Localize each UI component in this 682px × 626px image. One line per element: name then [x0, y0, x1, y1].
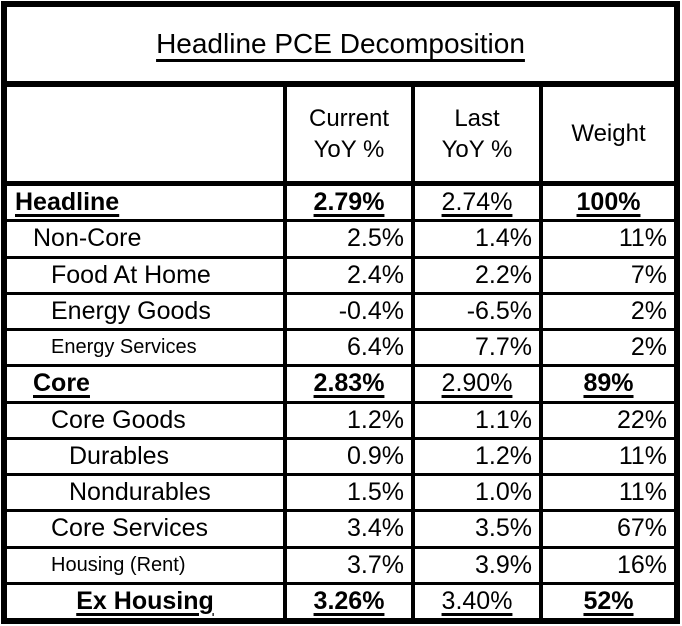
table-row: Core 2.83% 2.90% 89% [7, 364, 674, 401]
current-yoy-cell: 1.2% [283, 403, 411, 437]
last-yoy-cell: 1.4% [411, 222, 539, 256]
last-yoy-cell: 7.7% [411, 331, 539, 365]
row-label: Durables [69, 441, 170, 470]
weight-cell: 100% [539, 186, 674, 220]
current-yoy-cell: -0.4% [283, 294, 411, 328]
row-label: Energy Services [51, 336, 197, 359]
weight-cell: 16% [539, 548, 674, 582]
weight-cell: 2% [539, 294, 674, 328]
row-label: Housing (Rent) [51, 553, 186, 576]
last-yoy-cell: 3.40% [411, 584, 539, 618]
last-yoy-cell: 3.5% [411, 512, 539, 546]
header-cell-weight-line: Weight [571, 120, 646, 148]
current-yoy-cell: 3.26% [283, 584, 411, 618]
row-label: Core Services [51, 514, 208, 543]
table-row: Food At Home 2.4% 2.2% 7% [7, 255, 674, 292]
table-title-text: Headline PCE Decomposition [156, 28, 525, 59]
header-row: Current YoY % Last YoY % Weight [7, 87, 674, 186]
table-row: Nondurables 1.5% 1.0% 11% [7, 473, 674, 510]
current-yoy-cell: 2.83% [283, 367, 411, 401]
header-cell-current-yoy: Current YoY % [283, 87, 411, 181]
last-yoy-cell: 1.2% [411, 439, 539, 473]
header-cell-weight: Weight [539, 87, 674, 181]
header-cell-current-yoy-line: YoY % [313, 136, 385, 163]
row-label: Non-Core [33, 224, 142, 253]
current-yoy-cell: 2.5% [283, 222, 411, 256]
weight-cell: 89% [539, 367, 674, 401]
header-cell-last-yoy-line: Last [454, 104, 500, 132]
row-label: Energy Goods [51, 296, 211, 325]
header-cell-current-yoy-line: Current [308, 104, 390, 132]
table-row: Non-Core 2.5% 1.4% 11% [7, 219, 674, 256]
table-row: Energy Goods -0.4% -6.5% 2% [7, 291, 674, 328]
table-row: Headline 2.79% 2.74% 100% [7, 186, 674, 220]
last-yoy-cell: 1.0% [411, 476, 539, 510]
table-title: Headline PCE Decomposition [7, 7, 674, 87]
table-row: Housing (Rent) 3.7% 3.9% 16% [7, 545, 674, 582]
weight-cell: 11% [539, 476, 674, 510]
row-label: Core Goods [51, 405, 186, 434]
last-yoy-cell: 2.90% [411, 367, 539, 401]
weight-cell: 2% [539, 331, 674, 365]
current-yoy-cell: 2.4% [283, 258, 411, 292]
row-label: Headline [15, 188, 120, 217]
table-row: Ex Housing 3.26% 3.40% 52% [7, 581, 674, 618]
weight-cell: 7% [539, 258, 674, 292]
table-body: Headline 2.79% 2.74% 100% Non-Core 2.5% 1.4% 11… [7, 186, 674, 618]
table-row: Core Goods 1.2% 1.1% 22% [7, 400, 674, 437]
last-yoy-cell: 2.74% [411, 186, 539, 220]
row-label: Ex Housing [76, 586, 214, 615]
current-yoy-cell: 3.7% [283, 548, 411, 582]
last-yoy-cell: 2.2% [411, 258, 539, 292]
header-cell-last-yoy: Last YoY % [411, 87, 539, 181]
weight-cell: 11% [539, 222, 674, 256]
current-yoy-cell: 2.79% [283, 186, 411, 220]
table-row: Core Services 3.4% 3.5% 67% [7, 509, 674, 546]
table-row: Energy Services 6.4% 7.7% 2% [7, 328, 674, 365]
header-cell-last-yoy-line: YoY % [441, 136, 513, 163]
weight-cell: 52% [539, 584, 674, 618]
weight-cell: 11% [539, 439, 674, 473]
weight-cell: 67% [539, 512, 674, 546]
current-yoy-cell: 1.5% [283, 476, 411, 510]
table-row: Durables 0.9% 1.2% 11% [7, 436, 674, 473]
current-yoy-cell: 3.4% [283, 512, 411, 546]
weight-cell: 22% [539, 403, 674, 437]
last-yoy-cell: -6.5% [411, 294, 539, 328]
row-label: Food At Home [51, 260, 211, 289]
row-label: Core [33, 369, 90, 398]
current-yoy-cell: 0.9% [283, 439, 411, 473]
last-yoy-cell: 3.9% [411, 548, 539, 582]
last-yoy-cell: 1.1% [411, 403, 539, 437]
current-yoy-cell: 6.4% [283, 331, 411, 365]
header-empty-cell [7, 87, 283, 181]
row-label: Nondurables [69, 478, 211, 507]
